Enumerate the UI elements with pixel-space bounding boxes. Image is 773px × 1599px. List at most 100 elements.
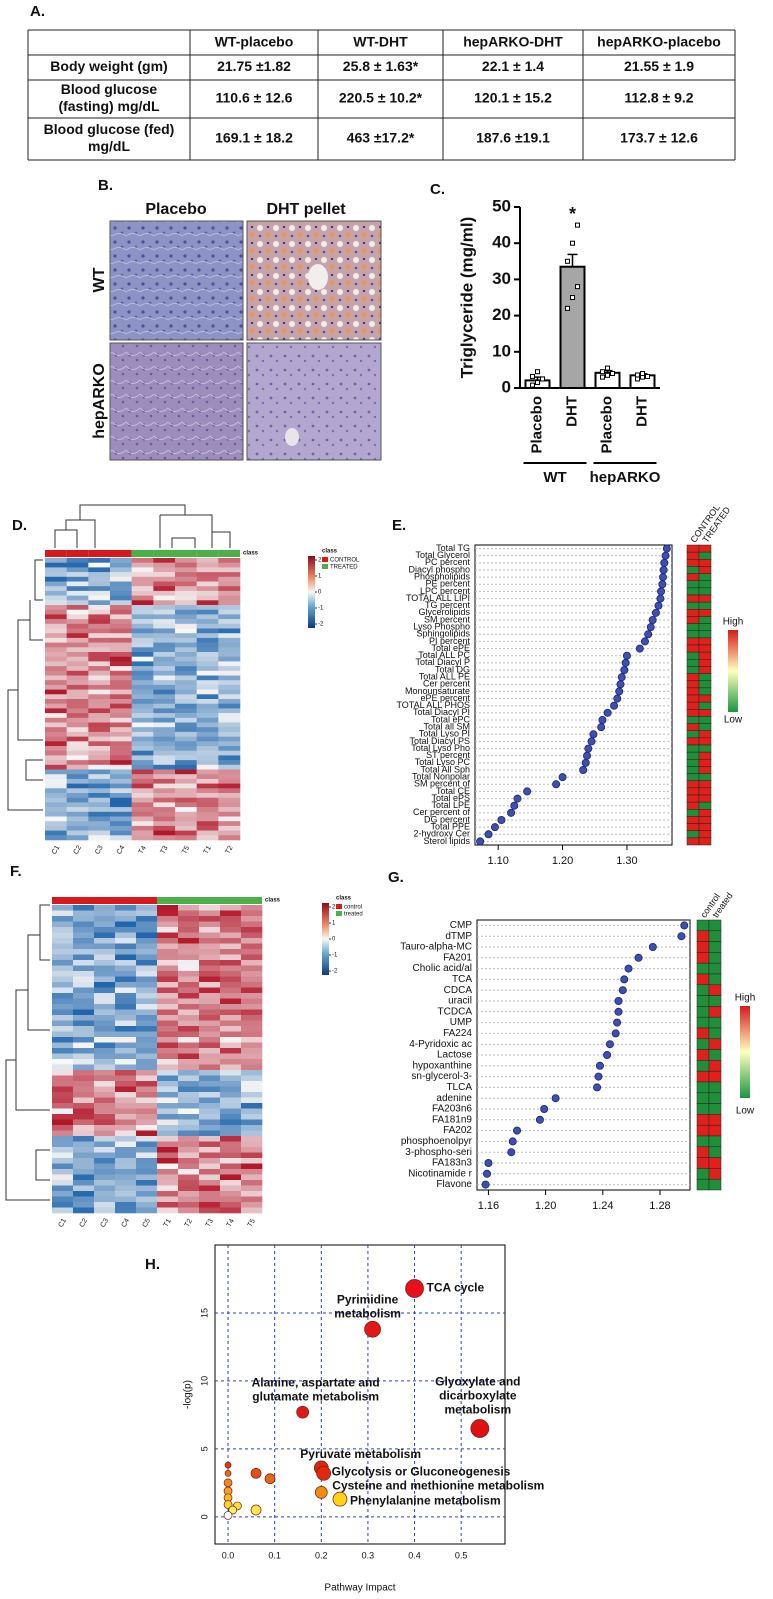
sample-label: C2 (73, 844, 84, 855)
heatmap-cell (241, 1163, 263, 1170)
heatmap-cell (220, 1141, 242, 1148)
heatmap-cell (218, 731, 241, 737)
heatmap-cell (66, 600, 89, 606)
heatmap-cell (110, 821, 132, 827)
heatmap-cell (110, 595, 132, 601)
heatmap-cell (218, 666, 241, 672)
x-tick-label: 1.20 (535, 1200, 556, 1212)
heatmap-cell (66, 778, 89, 784)
heatmap-cell (157, 971, 179, 977)
class-bar (115, 897, 136, 904)
heatmap-cell (136, 1097, 158, 1104)
sample-label: C1 (58, 1217, 69, 1228)
heatmap-cell (94, 971, 116, 977)
side-heatmap-cell (708, 1070, 722, 1083)
class-bar (52, 897, 73, 904)
heatmap-cell (115, 1108, 137, 1115)
heatmap-cell (94, 1180, 116, 1186)
bubble-label: glutamate metabolism (252, 1389, 379, 1403)
side-heatmap-cell (686, 816, 700, 824)
heatmap-cell (241, 1141, 263, 1148)
dot (589, 730, 598, 739)
heatmap-cell (131, 793, 154, 798)
side-heatmap-cell (696, 1157, 710, 1169)
table-cell: 173.7 ± 12.6 (620, 130, 698, 146)
dot (513, 1126, 522, 1135)
heatmap-cell (73, 1180, 95, 1186)
heatmap-cell (73, 1026, 95, 1032)
heatmap-cell (196, 797, 219, 803)
heatmap-cell (175, 680, 197, 686)
heatmap-cell (220, 1169, 242, 1175)
heatmap-cell (157, 1185, 179, 1192)
heatmap-cell (199, 932, 221, 939)
dot (579, 766, 588, 775)
dot (551, 1094, 560, 1103)
heatmap-cell (45, 793, 67, 798)
heatmap-cell (175, 647, 197, 653)
heatmap-cell (66, 717, 89, 723)
side-heatmap-cell (686, 701, 700, 710)
heatmap-cell (94, 1086, 116, 1093)
heatmap-cell (73, 1141, 95, 1148)
heatmap-cell (153, 675, 176, 681)
x-tick-label: 0.3 (362, 1550, 375, 1560)
heatmap-cell (94, 1020, 116, 1027)
heatmap-cell (218, 736, 241, 742)
heatmap-cell (94, 1191, 116, 1197)
heatmap-cell (52, 1141, 74, 1148)
dot (658, 573, 667, 582)
bubble (250, 1467, 262, 1479)
panel-label: H. (145, 1256, 160, 1273)
heatmap-cell (175, 605, 197, 610)
heatmap-cell (66, 769, 89, 775)
category-label: ePE percent (420, 693, 470, 703)
side-heatmap-cell (708, 941, 722, 953)
side-heatmap-cell (686, 573, 700, 581)
heatmap-cell (52, 1191, 74, 1197)
heatmap-cell (52, 1180, 74, 1186)
heatmap-cell (220, 960, 242, 966)
heatmap-cell (199, 1092, 221, 1098)
heatmap-cell (45, 825, 67, 831)
side-heatmap-cell (686, 823, 700, 831)
heatmap-cell (241, 1196, 263, 1203)
heatmap-cell (196, 609, 219, 615)
heatmap-cell (115, 910, 137, 917)
heatmap-cell (66, 802, 89, 808)
sample-label: C3 (94, 844, 105, 855)
heatmap-cell (88, 652, 111, 657)
heatmap-cell (241, 1174, 263, 1181)
side-heatmap-cell (698, 723, 712, 731)
heatmap-cell (175, 760, 197, 766)
category-label: 4-Pyridoxic ac (409, 1039, 472, 1050)
side-heatmap-cell (686, 666, 700, 674)
bubble (224, 1469, 232, 1477)
significance: * (569, 204, 576, 224)
data-point (575, 222, 580, 228)
heatmap-cell (220, 1119, 242, 1126)
heatmap-cell (73, 1147, 95, 1153)
heatmap-cell (110, 811, 132, 817)
heatmap-cell (115, 1004, 137, 1010)
heatmap-cell (153, 680, 176, 686)
heatmap-cell (153, 778, 176, 784)
sample-label: T5 (181, 845, 191, 856)
side-heatmap-cell (698, 730, 712, 739)
heatmap-cell (153, 609, 176, 615)
table-cell: 21.55 ± 1.9 (624, 58, 694, 74)
heatmap-cell (199, 1180, 221, 1186)
heatmap-cell (110, 675, 132, 681)
heatmap-cell (175, 572, 197, 578)
data-point (605, 372, 610, 378)
heatmap-cell (115, 1075, 137, 1082)
side-heatmap-cell (698, 609, 712, 617)
heatmap-cell (110, 605, 132, 610)
heatmap-cell (66, 628, 89, 634)
legend-label: Low (736, 1106, 755, 1117)
heatmap-cell (153, 661, 176, 667)
heatmap-cell (88, 581, 111, 587)
heatmap-cell (110, 562, 132, 568)
side-heatmap-cell (686, 544, 700, 553)
heatmap-cell (45, 689, 67, 695)
